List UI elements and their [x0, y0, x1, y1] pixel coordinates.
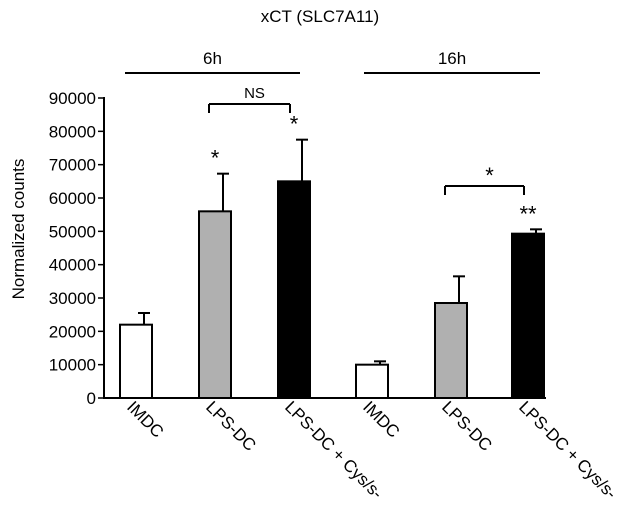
- plot-area: 0 10000 20000 30000 40000 50000 60000 70000 8000…: [49, 49, 621, 503]
- comparison-label: *: [485, 163, 494, 188]
- x-tick-label: LPS-DC + Cys/s-: [515, 397, 620, 502]
- x-tick-label: LPS-DC: [202, 397, 260, 455]
- significance-mark: *: [290, 112, 299, 137]
- comparison-label: NS: [244, 85, 265, 102]
- bar: [277, 180, 311, 399]
- x-tick-label: IMDC: [359, 397, 403, 441]
- y-axis-label: Normalized counts: [9, 159, 28, 300]
- bar: [511, 232, 545, 399]
- group-label: 16h: [438, 49, 466, 68]
- significance-mark: **: [519, 201, 537, 226]
- y-tick-label: 50000: [49, 222, 96, 241]
- bar: [198, 210, 232, 399]
- y-tick-label: 20000: [49, 322, 96, 341]
- x-tick-label: LPS-DC: [438, 397, 496, 455]
- y-tick-label: 70000: [49, 156, 96, 175]
- bar: [355, 363, 389, 399]
- y-tick-label: 30000: [49, 289, 96, 308]
- y-tick-label: 40000: [49, 256, 96, 275]
- chart-title: xCT (SLC7A11): [261, 7, 379, 26]
- bar: [119, 323, 153, 399]
- y-tick-label: 0: [87, 389, 96, 408]
- bar: [434, 302, 468, 399]
- group-label: 6h: [203, 49, 222, 68]
- significance-mark: *: [211, 146, 220, 171]
- y-tick-label: 80000: [49, 122, 96, 141]
- x-tick-label: IMDC: [123, 397, 167, 441]
- y-tick-label: 90000: [49, 89, 96, 108]
- y-tick-label: 10000: [49, 356, 96, 375]
- y-tick-label: 60000: [49, 189, 96, 208]
